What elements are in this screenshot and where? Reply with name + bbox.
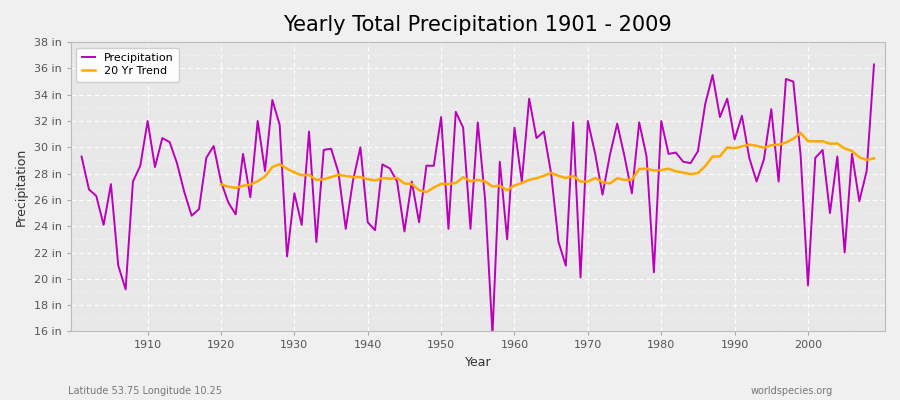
- Precipitation: [509, 125, 520, 130]
- Precipitation: [340, 226, 351, 231]
- 20 Yr Trend: [678, 170, 688, 175]
- Line: Precipitation: Precipitation: [82, 64, 874, 334]
- 20 Yr Trend: [796, 130, 806, 135]
- Y-axis label: Precipitation: Precipitation: [15, 148, 28, 226]
- 20 Yr Trend: [854, 155, 865, 160]
- 20 Yr Trend: [216, 182, 227, 187]
- Text: Latitude 53.75 Longitude 10.25: Latitude 53.75 Longitude 10.25: [68, 386, 221, 396]
- 20 Yr Trend: [868, 156, 879, 161]
- Title: Yearly Total Precipitation 1901 - 2009: Yearly Total Precipitation 1901 - 2009: [284, 15, 672, 35]
- Legend: Precipitation, 20 Yr Trend: Precipitation, 20 Yr Trend: [76, 48, 179, 82]
- Precipitation: [296, 222, 307, 227]
- Text: worldspecies.org: worldspecies.org: [751, 386, 833, 396]
- 20 Yr Trend: [303, 172, 314, 177]
- 20 Yr Trend: [766, 143, 777, 148]
- Precipitation: [605, 153, 616, 158]
- Line: 20 Yr Trend: 20 Yr Trend: [221, 133, 874, 192]
- Precipitation: [135, 163, 146, 168]
- Precipitation: [76, 154, 87, 159]
- X-axis label: Year: Year: [464, 356, 491, 369]
- 20 Yr Trend: [780, 140, 791, 145]
- 20 Yr Trend: [421, 190, 432, 194]
- Precipitation: [517, 179, 527, 184]
- Precipitation: [487, 332, 498, 336]
- Precipitation: [868, 62, 879, 67]
- 20 Yr Trend: [414, 188, 425, 192]
